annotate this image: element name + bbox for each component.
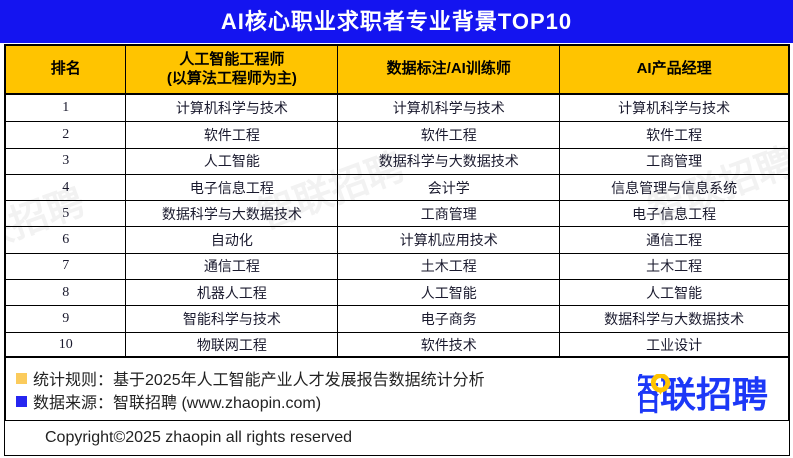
svg-text:联招聘: 联招聘	[660, 374, 768, 414]
svg-text:日: 日	[638, 389, 661, 414]
